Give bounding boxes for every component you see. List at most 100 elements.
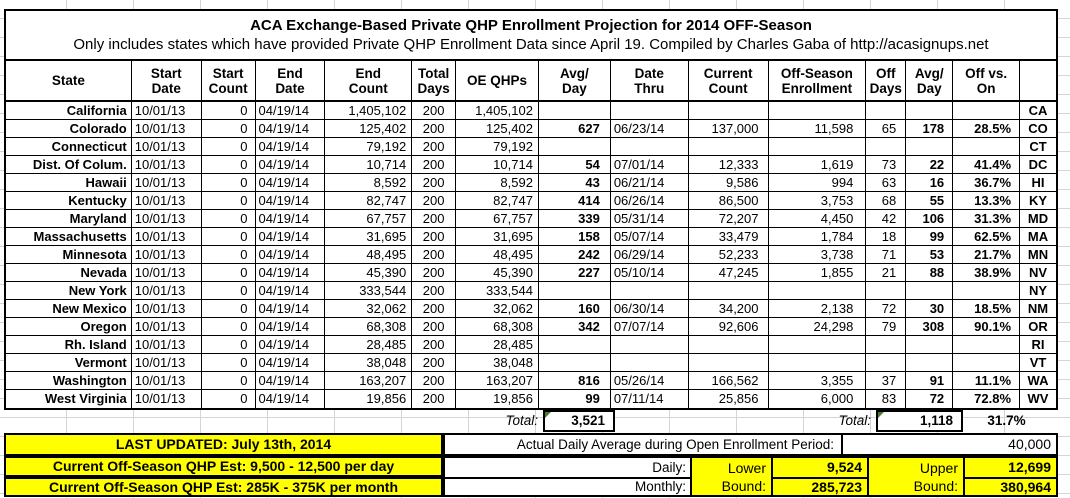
cell-off_vs_on[interactable]: 11.1% [953, 372, 1021, 390]
header-state[interactable]: State [6, 61, 132, 100]
cell-date_thru[interactable]: 05/10/14 [610, 264, 689, 282]
cell-end_date[interactable]: 04/19/14 [255, 174, 326, 192]
cell-start_count[interactable]: 0 [201, 336, 256, 354]
cell-avg_day[interactable]: 43 [538, 174, 611, 192]
cell-current_count[interactable] [688, 138, 769, 156]
cell-abbr[interactable]: WA [1020, 372, 1056, 390]
actual-daily-average-label[interactable]: Actual Daily Average during Open Enrollm… [516, 437, 834, 452]
cell-oe_qhps[interactable]: 32,062 [456, 300, 539, 318]
oe-avg-total-cell[interactable]: 3,521 [543, 410, 615, 432]
cell-start_count[interactable]: 0 [201, 102, 256, 120]
cell-end_count[interactable]: 82,747 [325, 192, 413, 210]
cell-start_date[interactable]: 10/01/13 [131, 300, 202, 318]
cell-total_days[interactable]: 200 [412, 156, 457, 174]
cell-start_date[interactable]: 10/01/13 [131, 192, 202, 210]
cell-off_avg_day[interactable]: 22 [906, 156, 954, 174]
cell-start_count[interactable]: 0 [201, 282, 256, 300]
cell-start_date[interactable]: 10/01/13 [131, 318, 202, 336]
cell-avg_day[interactable] [538, 102, 611, 120]
cell-end_date[interactable]: 04/19/14 [255, 228, 326, 246]
cell-end_date[interactable]: 04/19/14 [255, 390, 326, 408]
cell-off_vs_on[interactable]: 18.5% [953, 300, 1021, 318]
cell-date_thru[interactable]: 06/26/14 [610, 192, 689, 210]
daily-estimate-banner[interactable]: Current Off-Season QHP Est: 9,500 - 12,5… [4, 456, 443, 477]
cell-avg_day[interactable]: 227 [538, 264, 611, 282]
cell-oe_qhps[interactable]: 82,747 [456, 192, 539, 210]
cell-end_count[interactable]: 28,485 [325, 336, 413, 354]
header-off_days[interactable]: Off Days [866, 61, 907, 100]
cell-current_count[interactable]: 12,333 [688, 156, 769, 174]
cell-start_date[interactable]: 10/01/13 [131, 246, 202, 264]
actual-daily-average-value[interactable]: 40,000 [841, 435, 1056, 454]
cell-start_date[interactable]: 10/01/13 [131, 138, 202, 156]
cell-avg_day[interactable] [538, 336, 611, 354]
cell-abbr[interactable]: OR [1020, 318, 1056, 336]
cell-end_count[interactable]: 10,714 [325, 156, 413, 174]
cell-oe_qhps[interactable]: 8,592 [456, 174, 539, 192]
cell-off_days[interactable]: 21 [866, 264, 907, 282]
cell-off_enrollment[interactable]: 3,738 [768, 246, 867, 264]
cell-state[interactable]: California [6, 102, 132, 120]
cell-off_enrollment[interactable]: 1,855 [768, 264, 867, 282]
cell-start_date[interactable]: 10/01/13 [131, 264, 202, 282]
cell-abbr[interactable]: WV [1020, 390, 1056, 408]
header-avg_day[interactable]: Avg/Day [539, 61, 611, 100]
cell-end_date[interactable]: 04/19/14 [255, 102, 326, 120]
header-start_date[interactable]: Start Date [132, 61, 202, 100]
cell-end_date[interactable]: 04/19/14 [255, 246, 326, 264]
cell-state[interactable]: Washington [6, 372, 132, 390]
cell-end_date[interactable]: 04/19/14 [255, 138, 326, 156]
cell-abbr[interactable]: VT [1020, 354, 1056, 372]
header-current_count[interactable]: Current Count [689, 61, 769, 100]
cell-off_days[interactable] [866, 138, 907, 156]
cell-off_vs_on[interactable]: 13.3% [953, 192, 1021, 210]
cell-end_count[interactable]: 32,062 [325, 300, 413, 318]
cell-start_count[interactable]: 0 [201, 174, 256, 192]
cell-current_count[interactable] [688, 102, 769, 120]
cell-off_days[interactable]: 73 [866, 156, 907, 174]
cell-avg_day[interactable]: 627 [538, 120, 611, 138]
cell-start_date[interactable]: 10/01/13 [131, 156, 202, 174]
cell-off_avg_day[interactable] [906, 336, 954, 354]
cell-oe_qhps[interactable]: 67,757 [456, 210, 539, 228]
cell-oe_qhps[interactable]: 1,405,102 [456, 102, 539, 120]
cell-date_thru[interactable]: 05/26/14 [610, 372, 689, 390]
cell-off_enrollment[interactable] [768, 336, 867, 354]
monthly-estimate-banner[interactable]: Current Off-Season QHP Est: 285K - 375K … [4, 477, 443, 497]
cell-off_days[interactable] [866, 336, 907, 354]
cell-avg_day[interactable]: 99 [538, 390, 611, 408]
cell-off_vs_on[interactable]: 31.3% [953, 210, 1021, 228]
cell-current_count[interactable] [688, 354, 769, 372]
cell-off_avg_day[interactable]: 178 [906, 120, 954, 138]
cell-off_vs_on[interactable]: 90.1% [953, 318, 1021, 336]
cell-end_date[interactable]: 04/19/14 [255, 336, 326, 354]
cell-current_count[interactable]: 25,856 [688, 390, 769, 408]
monthly-upper-value[interactable]: 380,964 [963, 477, 1056, 495]
cell-off_enrollment[interactable] [768, 138, 867, 156]
cell-end_count[interactable]: 125,402 [325, 120, 413, 138]
cell-state[interactable]: Rh. Island [6, 336, 132, 354]
cell-state[interactable]: Hawaii [6, 174, 132, 192]
header-oe_qhps[interactable]: OE QHPs [456, 61, 539, 100]
cell-off_avg_day[interactable]: 99 [906, 228, 954, 246]
cell-start_date[interactable]: 10/01/13 [131, 228, 202, 246]
cell-off_enrollment[interactable]: 3,355 [768, 372, 867, 390]
cell-off_enrollment[interactable]: 11,598 [768, 120, 867, 138]
cell-state[interactable]: West Virginia [6, 390, 132, 408]
cell-total_days[interactable]: 200 [412, 354, 457, 372]
header-off_enrollment[interactable]: Off-Season Enrollment [769, 61, 867, 100]
cell-avg_day[interactable]: 342 [538, 318, 611, 336]
cell-end_count[interactable]: 68,308 [325, 318, 413, 336]
cell-abbr[interactable]: MA [1020, 228, 1056, 246]
cell-start_date[interactable]: 10/01/13 [131, 282, 202, 300]
cell-total_days[interactable]: 200 [412, 300, 457, 318]
cell-start_date[interactable]: 10/01/13 [131, 336, 202, 354]
cell-off_vs_on[interactable] [953, 282, 1021, 300]
cell-total_days[interactable]: 200 [412, 282, 457, 300]
cell-current_count[interactable]: 34,200 [688, 300, 769, 318]
cell-start_count[interactable]: 0 [201, 120, 256, 138]
cell-state[interactable]: New York [6, 282, 132, 300]
off-total-label[interactable]: Total: [838, 413, 871, 428]
cell-end_count[interactable]: 79,192 [325, 138, 413, 156]
cell-date_thru[interactable]: 05/07/14 [610, 228, 689, 246]
